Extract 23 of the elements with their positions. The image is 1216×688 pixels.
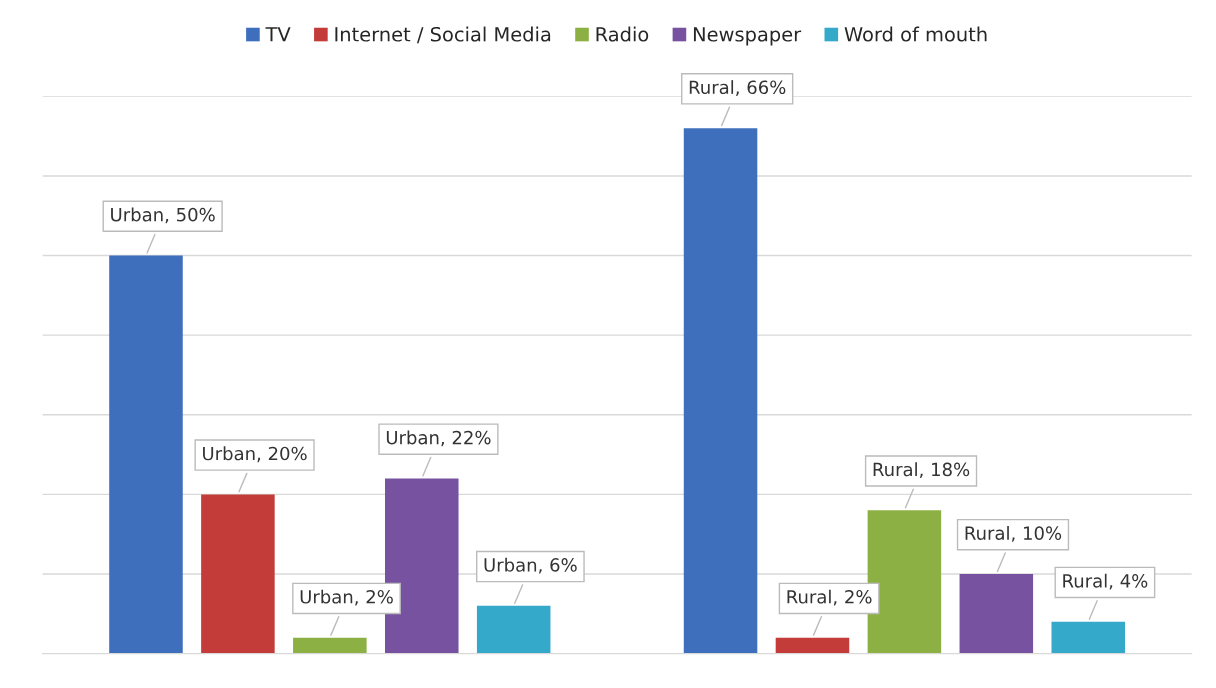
data-label: Urban, 20% (203, 446, 307, 463)
legend-label: Newspaper (693, 27, 802, 46)
bar (959, 573, 1034, 654)
bar (1051, 621, 1126, 654)
data-label: Rural, 10% (965, 525, 1062, 542)
data-label: Urban, 6% (484, 557, 577, 574)
legend-label: Word of mouth (844, 26, 987, 42)
bar (476, 605, 551, 654)
data-label: Rural, 2% (787, 589, 872, 606)
data-label: Urban, 50% (111, 207, 215, 224)
bar (683, 128, 758, 654)
legend-label: Internet / Social Media (335, 26, 551, 44)
data-label: Rural, 4% (1063, 573, 1148, 590)
bar (201, 494, 275, 654)
data-label: Rural, 66% (689, 80, 786, 96)
bar (775, 637, 850, 654)
data-label: Rural, 18% (873, 462, 970, 479)
bar (293, 637, 367, 654)
data-label: Urban, 22% (386, 430, 491, 447)
data-label: Urban, 2% (300, 589, 393, 606)
legend-label: Radio (596, 26, 649, 42)
bar (109, 255, 183, 654)
legend-label: TV (265, 27, 291, 42)
